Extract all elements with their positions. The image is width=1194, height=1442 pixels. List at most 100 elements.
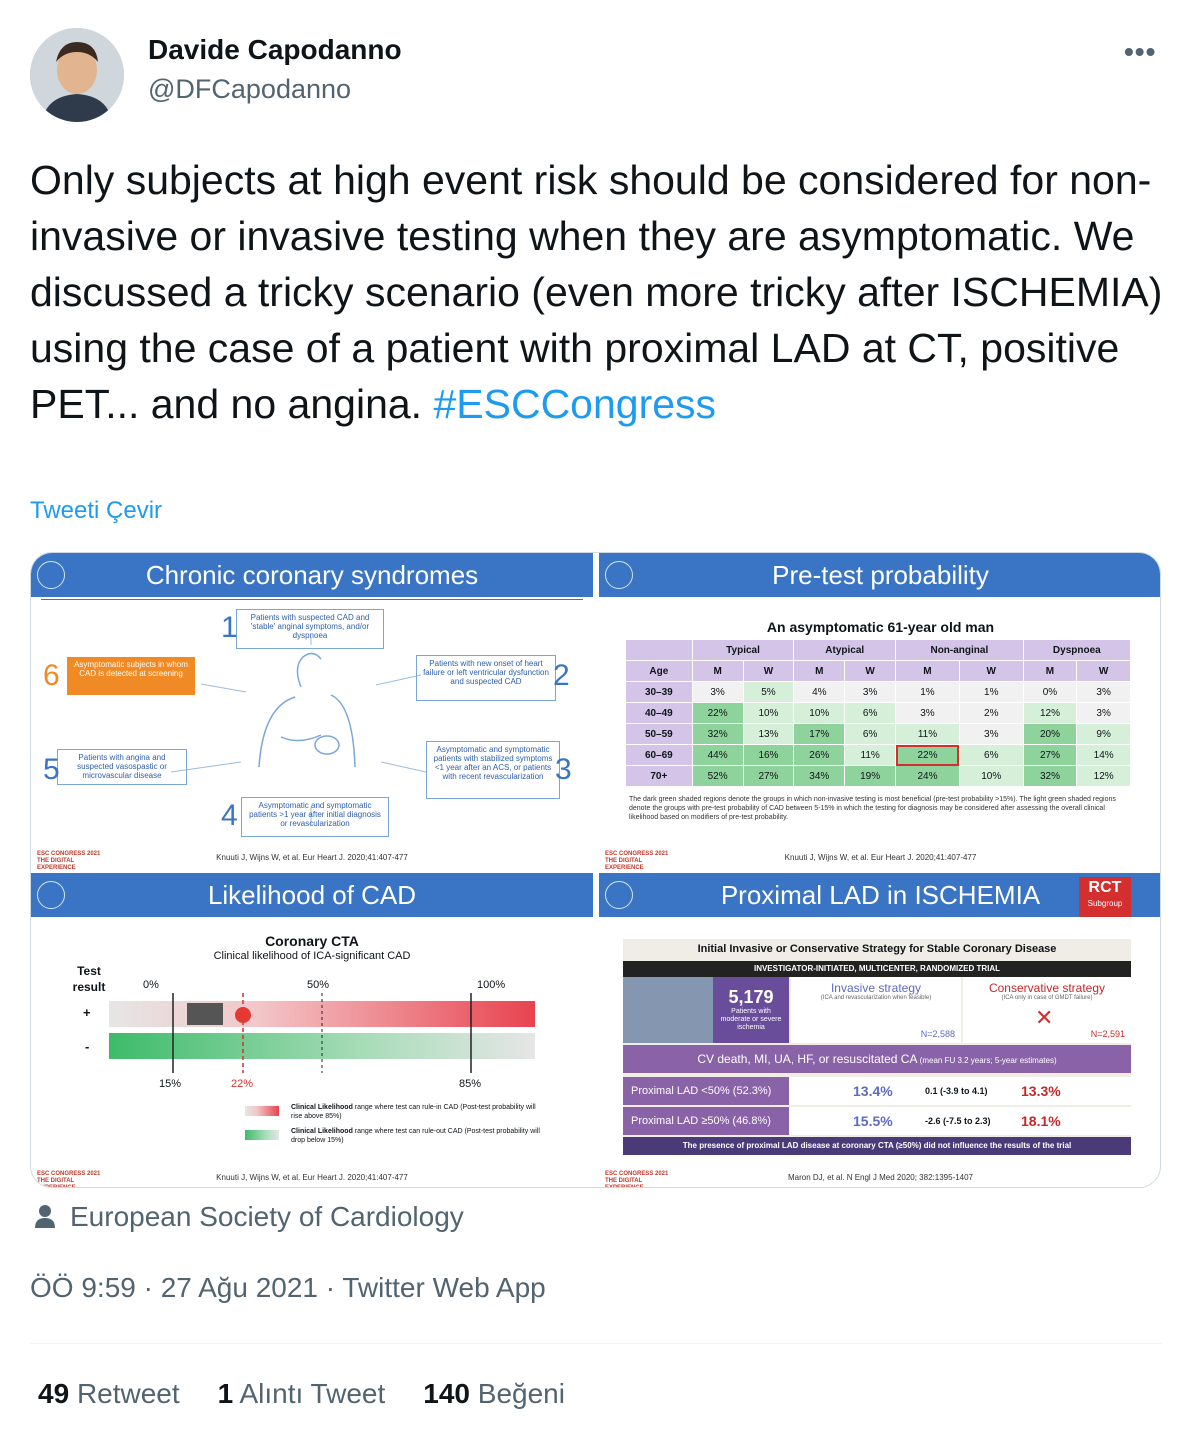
slide-likelihood[interactable]: Likelihood of CAD Coronary CTA Clinical … bbox=[31, 873, 593, 1188]
congress-label: ESC CONGRESS 2021 THE DIGITAL EXPERIENCE bbox=[605, 1171, 669, 1188]
university-logo-icon bbox=[605, 881, 633, 909]
age-cell: 30–39 bbox=[625, 681, 693, 703]
cell: 3% bbox=[895, 702, 960, 724]
media-source[interactable]: European Society of Cardiology bbox=[30, 1201, 464, 1233]
conservative-n: N=2,591 bbox=[1090, 1029, 1125, 1039]
study-title: Initial Invasive or Conservative Strateg… bbox=[697, 943, 1057, 955]
slide-title: Chronic coronary syndromes bbox=[145, 560, 479, 590]
legend-red-swatch bbox=[245, 1106, 279, 1116]
legend-red: Clinical Likelihood range where test can… bbox=[291, 1103, 541, 1121]
table-note: The dark green shaded regions denote the… bbox=[629, 796, 1116, 821]
legend-green: Clinical Likelihood range where test can… bbox=[291, 1127, 541, 1145]
syndromes-diagram bbox=[170, 637, 427, 825]
author-name[interactable]: Davide Capodanno bbox=[148, 34, 402, 65]
cell: 3% bbox=[844, 681, 897, 703]
person-icon bbox=[35, 1205, 55, 1228]
author-handle[interactable]: @DFCapodanno bbox=[148, 74, 352, 104]
sex-header: M bbox=[1022, 660, 1078, 682]
age-cell: 40–49 bbox=[625, 702, 693, 724]
slide-pretest[interactable]: Pre-test probability An asymptomatic 61-… bbox=[599, 553, 1160, 869]
cell: 34% bbox=[793, 765, 846, 787]
citation: Maron DJ, et al. N Engl J Med 2020; 382:… bbox=[788, 1173, 973, 1182]
congress-label: ESC CONGRESS 2021 THE DIGITAL EXPERIENCE bbox=[37, 1171, 101, 1188]
translate-link[interactable]: Tweeti Çevir bbox=[30, 497, 163, 524]
box-3: Asymptomatic and symptomatic patients wi… bbox=[426, 741, 560, 799]
plus-label: + bbox=[83, 1005, 91, 1020]
quotes-label: Alıntı Tweet bbox=[239, 1378, 386, 1409]
avatar[interactable] bbox=[30, 28, 124, 122]
tick-100: 100% bbox=[477, 979, 506, 991]
result-row: Proximal LAD ≥50% (46.8%) 15.5% -2.6 (-7… bbox=[623, 1107, 1131, 1135]
conservative-value: 18.1% bbox=[1021, 1113, 1061, 1129]
slide-footer: ESC CONGRESS 2021 THE DIGITAL EXPERIENCE… bbox=[599, 845, 1160, 869]
difference-value: 0.1 (-3.9 to 4.1) bbox=[925, 1086, 988, 1096]
group-atypical: Atypical bbox=[793, 639, 897, 661]
tick-85: 85% bbox=[459, 1078, 482, 1090]
retweets-count: 49 bbox=[38, 1378, 70, 1409]
cell: 12% bbox=[1022, 702, 1078, 724]
cell: 10% bbox=[793, 702, 846, 724]
outcome-title: CV death, MI, UA, HF, or resuscitated CA bbox=[697, 1052, 918, 1066]
likelihood-chart bbox=[109, 993, 535, 1140]
slide-ischemia[interactable]: Proximal LAD in ISCHEMIA RCT Subgroup In… bbox=[599, 873, 1160, 1188]
hashtag-link[interactable]: #ESCCongress bbox=[433, 381, 717, 427]
invasive-value: 15.5% bbox=[853, 1113, 893, 1129]
study-sub: INVESTIGATOR-INITIATED, MULTICENTER, RAN… bbox=[623, 961, 1131, 977]
invasive-value: 13.4% bbox=[853, 1083, 893, 1099]
ct-image bbox=[187, 1003, 223, 1025]
retweets-link[interactable]: 49 Retweet bbox=[38, 1378, 180, 1410]
slide-footer: ESC CONGRESS 2021 THE DIGITAL EXPERIENCE… bbox=[31, 845, 593, 869]
rct-badge-title: RCT bbox=[1088, 879, 1122, 896]
legend-green-title: Clinical Likelihood bbox=[291, 1128, 353, 1135]
slide-footer: ESC CONGRESS 2021 THE DIGITAL EXPERIENCE… bbox=[599, 1165, 1160, 1188]
cell: 32% bbox=[1022, 765, 1078, 787]
slide-title: Pre-test probability bbox=[772, 560, 989, 590]
likes-count: 140 bbox=[423, 1378, 470, 1409]
row-label: Proximal LAD ≥50% (46.8%) bbox=[623, 1107, 789, 1135]
age-cell: 60–69 bbox=[625, 744, 693, 766]
patients-count: 5,179 bbox=[728, 987, 774, 1007]
num-2: 2 bbox=[553, 659, 570, 692]
row-label: Proximal LAD <50% (52.3%) bbox=[623, 1077, 789, 1105]
conclusion-bar: The presence of proximal LAD disease at … bbox=[623, 1137, 1131, 1155]
cell: 27% bbox=[1022, 744, 1078, 766]
age-cell: 70+ bbox=[625, 765, 693, 787]
highlighted-cell: 22% bbox=[895, 744, 960, 766]
cell: 1% bbox=[895, 681, 960, 703]
cell: 6% bbox=[844, 723, 897, 745]
media-grid[interactable]: Chronic coronary syndromes Patients with… bbox=[30, 552, 1161, 1188]
tick-50: 50% bbox=[307, 979, 330, 991]
sex-header: W bbox=[1076, 660, 1131, 682]
test-result-label: Test result bbox=[72, 964, 106, 994]
patient-marker bbox=[235, 1007, 251, 1023]
quotes-link[interactable]: 1 Alıntı Tweet bbox=[218, 1378, 386, 1410]
invasive-n: N=2,588 bbox=[920, 1029, 955, 1039]
cell: 27% bbox=[742, 765, 795, 787]
conservative-sub: (ICA only in case of GMDT failure) bbox=[1001, 995, 1093, 1001]
conservative-value: 13.3% bbox=[1021, 1083, 1061, 1099]
conservative-box: Conservative strategy (ICA only in case … bbox=[963, 977, 1131, 1043]
sex-header: M bbox=[793, 660, 846, 682]
cell: 1% bbox=[958, 681, 1024, 703]
cell: 3% bbox=[1076, 702, 1131, 724]
citation: Knuuti J, Wijns W, et al. Eur Heart J. 2… bbox=[216, 1173, 408, 1182]
slide-title: Proximal LAD in ISCHEMIA bbox=[720, 880, 1041, 910]
box-4: Asymptomatic and symptomatic patients >1… bbox=[241, 797, 389, 837]
media-source-label: European Society of Cardiology bbox=[70, 1201, 464, 1232]
outcome-sub: (mean FU 3.2 years; 5-year estimates) bbox=[917, 1056, 1057, 1065]
cell: 10% bbox=[958, 765, 1024, 787]
age-header: Age bbox=[625, 660, 693, 682]
tick-22: 22% bbox=[231, 1078, 254, 1090]
cell: 5% bbox=[742, 681, 795, 703]
rct-badge: RCT Subgroup bbox=[1079, 877, 1131, 917]
tweet-meta[interactable]: ÖÖ 9:59 · 27 Ağu 2021 · Twitter Web App bbox=[30, 1272, 546, 1303]
rct-badge-sub: Subgroup bbox=[1087, 899, 1123, 908]
likes-link[interactable]: 140 Beğeni bbox=[423, 1378, 565, 1410]
cell: 3% bbox=[691, 681, 744, 703]
invasive-title: Invasive strategy bbox=[830, 981, 922, 995]
more-options-icon[interactable]: ••• bbox=[1124, 36, 1157, 67]
retweets-label: Retweet bbox=[76, 1378, 180, 1409]
slide-chronic-coronary[interactable]: Chronic coronary syndromes Patients with… bbox=[31, 553, 593, 869]
slide-header: Proximal LAD in ISCHEMIA bbox=[599, 873, 1160, 917]
cell: 19% bbox=[844, 765, 897, 787]
